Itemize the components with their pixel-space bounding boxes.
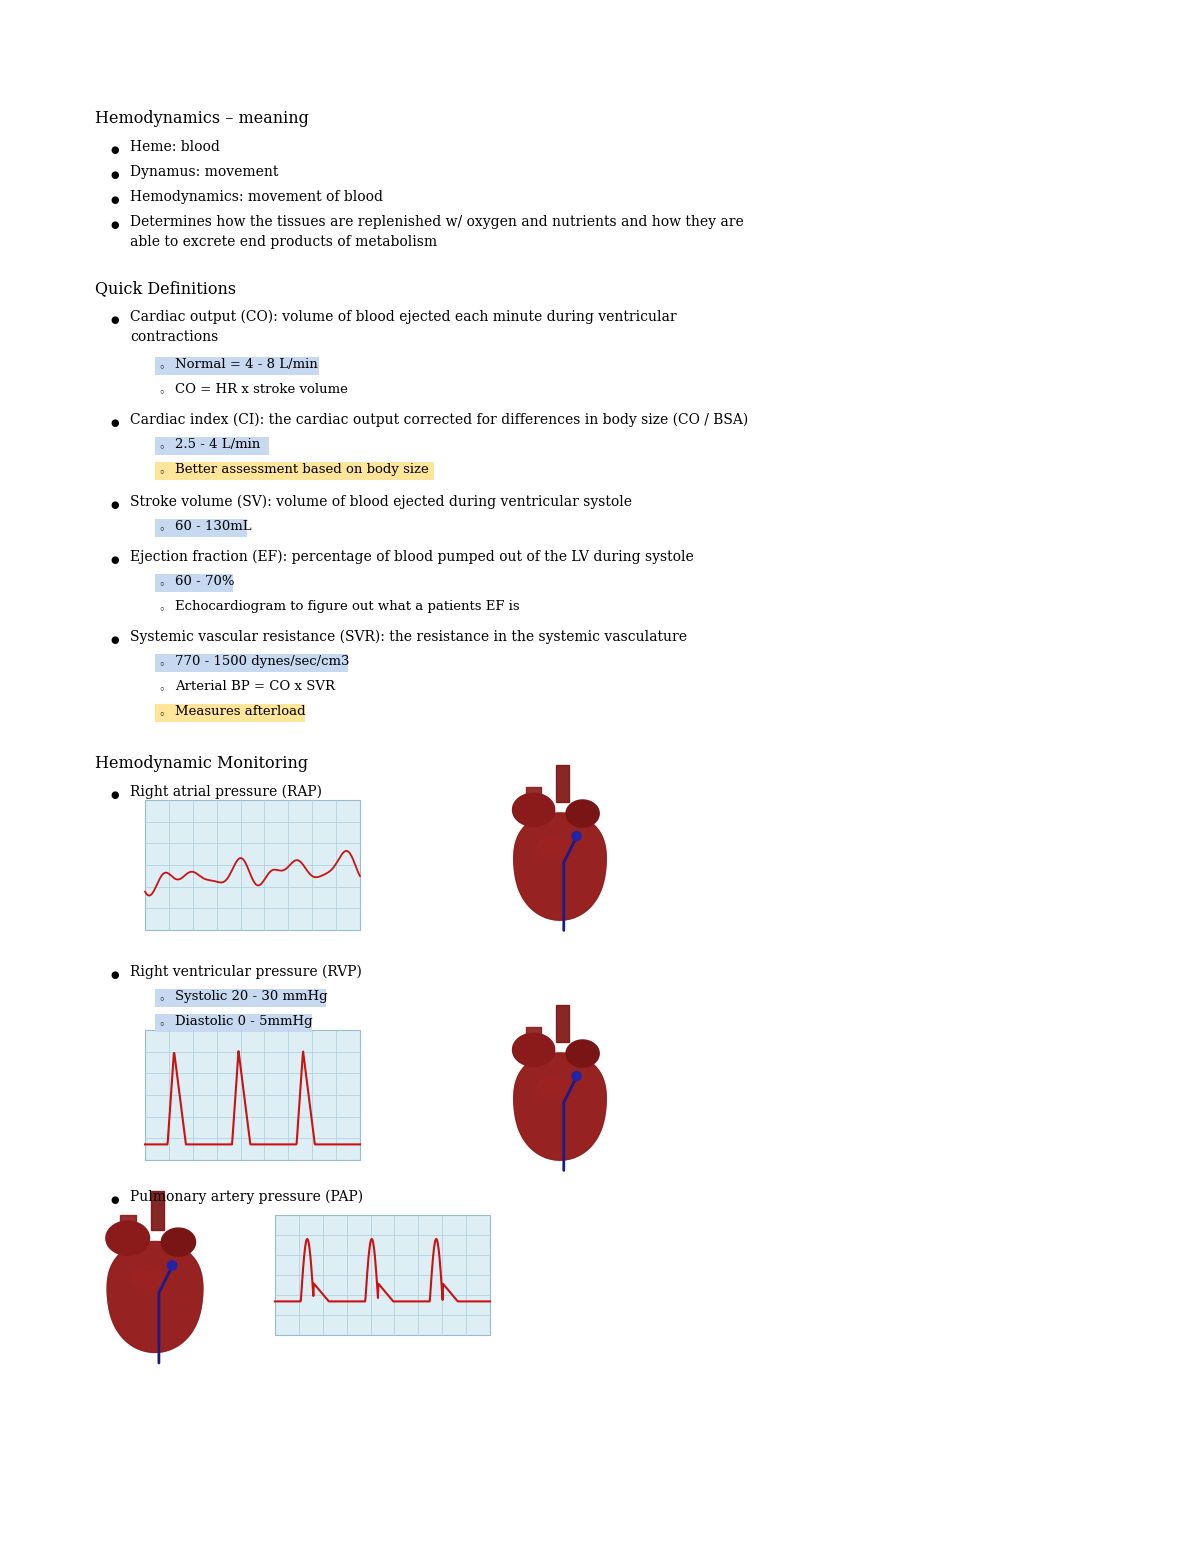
- Text: contractions: contractions: [130, 329, 218, 345]
- Polygon shape: [107, 1241, 203, 1353]
- Text: ◦: ◦: [158, 388, 164, 398]
- Polygon shape: [131, 1264, 163, 1289]
- Polygon shape: [566, 800, 599, 828]
- Text: ●: ●: [110, 171, 119, 180]
- Polygon shape: [536, 1076, 569, 1100]
- Text: Quick Definitions: Quick Definitions: [95, 280, 236, 297]
- Text: ●: ●: [110, 221, 119, 230]
- Text: Hemodynamics: movement of blood: Hemodynamics: movement of blood: [130, 189, 383, 203]
- Bar: [155, 436, 269, 455]
- Text: ●: ●: [110, 1196, 119, 1205]
- Text: Ejection fraction (EF): percentage of blood pumped out of the LV during systole: Ejection fraction (EF): percentage of bl…: [130, 550, 694, 564]
- Circle shape: [168, 1261, 176, 1270]
- Text: Arterial BP = CO x SVR: Arterial BP = CO x SVR: [175, 680, 335, 693]
- Polygon shape: [161, 1228, 196, 1256]
- Text: Hemodynamics – meaning: Hemodynamics – meaning: [95, 110, 308, 127]
- Text: Measures afterload: Measures afterload: [175, 705, 306, 717]
- Text: Echocardiogram to figure out what a patients EF is: Echocardiogram to figure out what a pati…: [175, 599, 520, 613]
- Text: ◦: ◦: [158, 525, 164, 534]
- Bar: [155, 989, 326, 1006]
- Polygon shape: [536, 836, 569, 859]
- Text: ●: ●: [110, 637, 119, 644]
- Text: Cardiac index (CI): the cardiac output corrected for differences in body size (C: Cardiac index (CI): the cardiac output c…: [130, 413, 749, 427]
- Text: ◦: ◦: [158, 995, 164, 1005]
- Polygon shape: [107, 1241, 203, 1353]
- Polygon shape: [526, 787, 541, 817]
- Polygon shape: [514, 1053, 606, 1160]
- Text: Cardiac output (CO): volume of blood ejected each minute during ventricular: Cardiac output (CO): volume of blood eje…: [130, 311, 677, 325]
- Polygon shape: [539, 1078, 566, 1098]
- Circle shape: [572, 831, 581, 840]
- Text: ●: ●: [110, 971, 119, 980]
- Polygon shape: [526, 1027, 541, 1058]
- Text: ◦: ◦: [158, 660, 164, 669]
- Text: ●: ●: [110, 502, 119, 509]
- Text: Determines how the tissues are replenished w/ oxygen and nutrients and how they : Determines how the tissues are replenish…: [130, 214, 744, 228]
- Polygon shape: [539, 837, 566, 857]
- Text: Stroke volume (SV): volume of blood ejected during ventricular systole: Stroke volume (SV): volume of blood ejec…: [130, 495, 632, 509]
- Text: ◦: ◦: [158, 606, 164, 615]
- Polygon shape: [514, 812, 606, 919]
- Polygon shape: [538, 837, 568, 859]
- Text: ◦: ◦: [158, 685, 164, 696]
- Text: Better assessment based on body size: Better assessment based on body size: [175, 463, 428, 477]
- Text: ◦: ◦: [158, 579, 164, 590]
- Text: ●: ●: [110, 790, 119, 800]
- Bar: [155, 519, 247, 537]
- Polygon shape: [512, 794, 554, 826]
- Bar: [145, 800, 360, 930]
- Text: Diastolic 0 - 5mmHg: Diastolic 0 - 5mmHg: [175, 1016, 313, 1028]
- Polygon shape: [514, 812, 606, 919]
- Polygon shape: [538, 1076, 568, 1098]
- Text: Pulmonary artery pressure (PAP): Pulmonary artery pressure (PAP): [130, 1190, 364, 1205]
- Text: CO = HR x stroke volume: CO = HR x stroke volume: [175, 384, 348, 396]
- Polygon shape: [106, 1221, 150, 1255]
- Text: ●: ●: [110, 419, 119, 429]
- Text: ◦: ◦: [158, 710, 164, 721]
- Text: Heme: blood: Heme: blood: [130, 140, 220, 154]
- Text: Right ventricular pressure (RVP): Right ventricular pressure (RVP): [130, 964, 362, 980]
- Polygon shape: [133, 1267, 161, 1287]
- Bar: [155, 575, 233, 592]
- Text: ●: ●: [110, 146, 119, 155]
- Text: 770 - 1500 dynes/sec/cm3: 770 - 1500 dynes/sec/cm3: [175, 655, 349, 668]
- Text: ◦: ◦: [158, 467, 164, 478]
- Bar: [145, 1030, 360, 1160]
- Polygon shape: [132, 1266, 162, 1289]
- Text: ◦: ◦: [158, 363, 164, 373]
- Text: Systolic 20 - 30 mmHg: Systolic 20 - 30 mmHg: [175, 989, 328, 1003]
- Polygon shape: [557, 1005, 569, 1042]
- Polygon shape: [557, 764, 569, 803]
- Circle shape: [572, 1072, 581, 1081]
- Text: 60 - 70%: 60 - 70%: [175, 575, 234, 589]
- Text: Systemic vascular resistance (SVR): the resistance in the systemic vasculature: Systemic vascular resistance (SVR): the …: [130, 631, 686, 644]
- Bar: [155, 654, 348, 672]
- Text: ◦: ◦: [158, 1020, 164, 1030]
- Polygon shape: [566, 1041, 599, 1067]
- Bar: [155, 704, 305, 722]
- Text: ●: ●: [110, 556, 119, 565]
- Text: 60 - 130mL: 60 - 130mL: [175, 520, 252, 533]
- Text: Normal = 4 - 8 L/min: Normal = 4 - 8 L/min: [175, 359, 318, 371]
- Text: Dynamus: movement: Dynamus: movement: [130, 165, 278, 179]
- Bar: [155, 461, 434, 480]
- Polygon shape: [514, 1053, 606, 1160]
- Text: 2.5 - 4 L/min: 2.5 - 4 L/min: [175, 438, 260, 450]
- Text: able to excrete end products of metabolism: able to excrete end products of metaboli…: [130, 235, 437, 248]
- Polygon shape: [120, 1214, 136, 1246]
- Bar: [155, 357, 319, 374]
- Bar: [275, 1214, 490, 1336]
- Text: ◦: ◦: [158, 443, 164, 453]
- Polygon shape: [512, 1033, 554, 1067]
- Polygon shape: [151, 1191, 164, 1230]
- Text: Right atrial pressure (RAP): Right atrial pressure (RAP): [130, 784, 322, 800]
- Bar: [155, 1014, 312, 1033]
- Text: Hemodynamic Monitoring: Hemodynamic Monitoring: [95, 755, 308, 772]
- Text: ●: ●: [110, 196, 119, 205]
- Text: ●: ●: [110, 315, 119, 325]
